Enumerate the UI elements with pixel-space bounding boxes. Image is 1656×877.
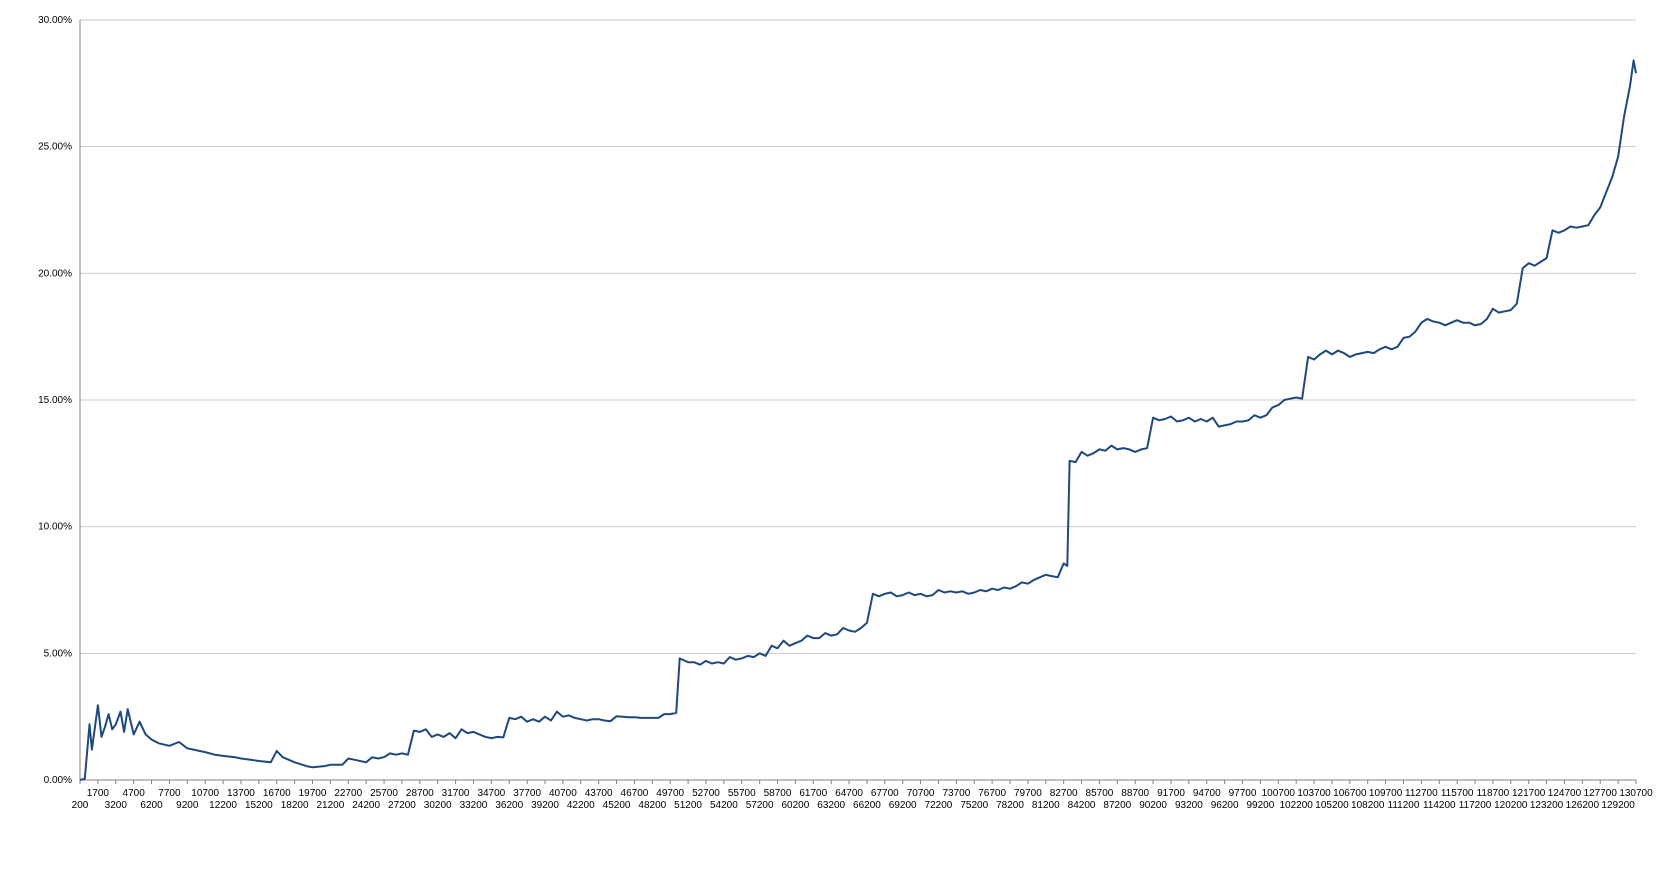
x-tick-label: 93200 <box>1175 800 1203 811</box>
x-tick-label: 85700 <box>1086 788 1114 799</box>
x-tick-label: 79700 <box>1014 788 1042 799</box>
x-tick-label: 24200 <box>352 800 380 811</box>
x-tick-label: 75200 <box>960 800 988 811</box>
x-tick-label: 96200 <box>1211 800 1239 811</box>
x-tick-label: 129200 <box>1601 800 1635 811</box>
x-tick-label: 45200 <box>603 800 631 811</box>
x-tick-label: 109700 <box>1369 788 1403 799</box>
x-tick-label: 120200 <box>1494 800 1528 811</box>
x-tick-label: 46700 <box>621 788 649 799</box>
x-tick-label: 54200 <box>710 800 738 811</box>
x-tick-label: 52700 <box>692 788 720 799</box>
x-tick-label: 3200 <box>105 800 128 811</box>
x-tick-label: 39200 <box>531 800 559 811</box>
x-tick-label: 87200 <box>1103 800 1131 811</box>
x-tick-label: 55700 <box>728 788 756 799</box>
x-tick-label: 30200 <box>424 800 452 811</box>
x-tick-label: 90200 <box>1139 800 1167 811</box>
x-tick-label: 58700 <box>764 788 792 799</box>
x-tick-label: 25700 <box>370 788 398 799</box>
x-tick-label: 130700 <box>1619 788 1653 799</box>
x-tick-label: 115700 <box>1441 788 1474 799</box>
x-tick-label: 63200 <box>817 800 845 811</box>
line-chart: 0.00% 5.00% 10.00% 15.00% 20.00% 25.00% 30.00%… <box>0 0 1656 877</box>
x-tick-label: 43700 <box>585 788 613 799</box>
x-tick-label: 81200 <box>1032 800 1060 811</box>
x-tick-label: 94700 <box>1193 788 1221 799</box>
x-tick-label: 91700 <box>1157 788 1185 799</box>
x-tick-label: 112700 <box>1405 788 1438 799</box>
y-tick-label: 10.00% <box>38 522 72 533</box>
x-tick-label: 73700 <box>942 788 970 799</box>
x-tick-label: 99200 <box>1247 800 1275 811</box>
x-tick-label: 105200 <box>1315 800 1349 811</box>
x-tick-label: 70700 <box>907 788 935 799</box>
x-tick-label: 127700 <box>1584 788 1618 799</box>
y-tick-label: 20.00% <box>38 268 72 279</box>
x-tick-label: 19700 <box>299 788 327 799</box>
x-tick-label: 9200 <box>176 800 199 811</box>
x-tick-label: 27200 <box>388 800 416 811</box>
x-tick-label: 111200 <box>1388 800 1420 811</box>
y-tick-label: 15.00% <box>38 395 72 406</box>
chart-container: 0.00% 5.00% 10.00% 15.00% 20.00% 25.00% 30.00%… <box>0 0 1656 877</box>
x-tick-label: 124700 <box>1548 788 1582 799</box>
x-tick-label: 103700 <box>1297 788 1331 799</box>
x-tick-label: 121700 <box>1512 788 1546 799</box>
x-tick-label: 33200 <box>460 800 488 811</box>
y-tick-label: 5.00% <box>44 648 72 659</box>
x-tick-label: 15200 <box>245 800 273 811</box>
x-tick-label: 69200 <box>889 800 917 811</box>
y-tick-label: 25.00% <box>38 142 72 153</box>
x-tick-label: 67700 <box>871 788 899 799</box>
y-tick-label: 0.00% <box>44 775 72 786</box>
x-tick-label: 37700 <box>513 788 541 799</box>
x-tick-label: 10700 <box>191 788 219 799</box>
x-tick-label: 28700 <box>406 788 434 799</box>
x-tick-label: 42200 <box>567 800 595 811</box>
x-tick-label: 31700 <box>442 788 470 799</box>
x-tick-label: 64700 <box>835 788 863 799</box>
x-tick-label: 36200 <box>495 800 523 811</box>
x-tick-label: 7700 <box>158 788 181 799</box>
x-tick-label: 118700 <box>1477 788 1510 799</box>
x-tick-label: 40700 <box>549 788 577 799</box>
y-tick-label: 30.00% <box>38 15 72 26</box>
x-tick-label: 84200 <box>1068 800 1096 811</box>
x-tick-label: 82700 <box>1050 788 1078 799</box>
x-tick-label: 200 <box>72 800 89 811</box>
x-tick-label: 117200 <box>1459 800 1492 811</box>
x-tick-label: 60200 <box>781 800 809 811</box>
x-tick-label: 57200 <box>746 800 774 811</box>
x-tick-label: 21200 <box>316 800 344 811</box>
x-tick-label: 88700 <box>1121 788 1149 799</box>
x-tick-label: 1700 <box>87 788 110 799</box>
x-tick-label: 97700 <box>1229 788 1257 799</box>
x-tick-label: 102200 <box>1279 800 1313 811</box>
x-tick-label: 100700 <box>1262 788 1296 799</box>
x-tick-label: 123200 <box>1530 800 1564 811</box>
x-tick-label: 34700 <box>477 788 505 799</box>
x-tick-label: 49700 <box>656 788 684 799</box>
x-tick-label: 108200 <box>1351 800 1385 811</box>
x-tick-label: 4700 <box>123 788 146 799</box>
x-tick-label: 16700 <box>263 788 291 799</box>
x-tick-label: 106700 <box>1333 788 1367 799</box>
x-tick-label: 66200 <box>853 800 881 811</box>
x-tick-label: 48200 <box>638 800 666 811</box>
x-tick-label: 126200 <box>1566 800 1600 811</box>
x-tick-label: 72200 <box>925 800 953 811</box>
x-tick-label: 114200 <box>1423 800 1456 811</box>
x-tick-label: 18200 <box>281 800 309 811</box>
x-tick-label: 78200 <box>996 800 1024 811</box>
x-tick-label: 61700 <box>799 788 827 799</box>
x-tick-label: 51200 <box>674 800 702 811</box>
x-tick-label: 12200 <box>209 800 237 811</box>
x-tick-label: 13700 <box>227 788 255 799</box>
x-tick-label: 6200 <box>140 800 163 811</box>
x-tick-label: 76700 <box>978 788 1006 799</box>
x-tick-label: 22700 <box>334 788 362 799</box>
